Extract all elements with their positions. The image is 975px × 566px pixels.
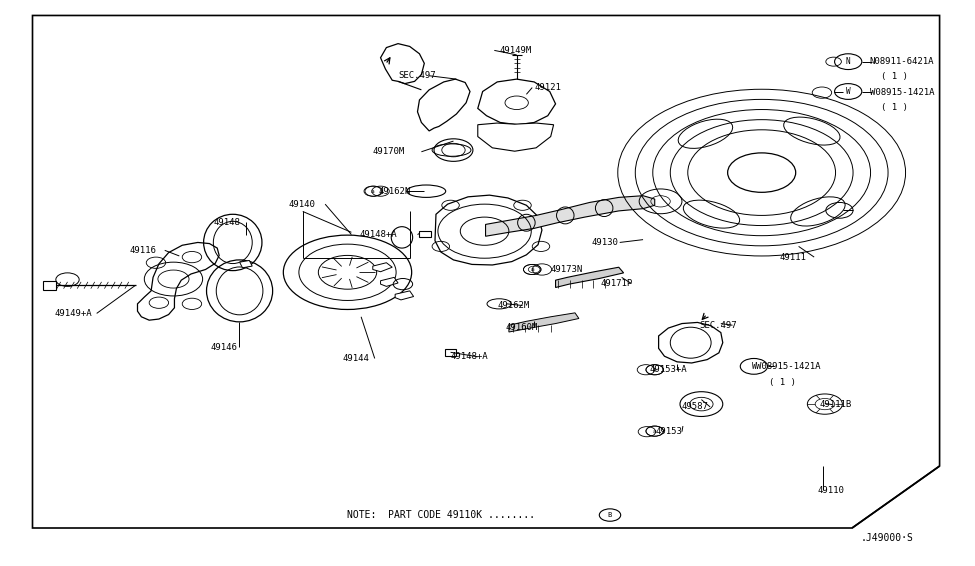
Text: W: W [846, 87, 850, 96]
Text: 49162M: 49162M [497, 301, 529, 310]
Text: 49153+A: 49153+A [650, 365, 687, 374]
Text: W08915-1421A: W08915-1421A [756, 362, 820, 371]
Text: 49148: 49148 [214, 218, 240, 226]
Polygon shape [556, 267, 624, 288]
Text: ( 1 ): ( 1 ) [881, 104, 908, 112]
Text: 49170M: 49170M [372, 147, 405, 156]
Polygon shape [486, 196, 655, 236]
Polygon shape [240, 260, 253, 268]
Polygon shape [32, 15, 940, 528]
Polygon shape [435, 195, 542, 265]
Text: .J49000·S: .J49000·S [861, 533, 914, 543]
Polygon shape [445, 349, 456, 355]
Text: 49144: 49144 [342, 354, 370, 363]
Text: 49110: 49110 [817, 486, 844, 495]
Polygon shape [137, 242, 219, 320]
Text: 49149M: 49149M [499, 46, 531, 55]
Polygon shape [658, 323, 722, 363]
Text: a: a [653, 367, 656, 372]
Polygon shape [478, 123, 554, 151]
Polygon shape [380, 277, 398, 286]
Text: 49111B: 49111B [819, 400, 851, 409]
Text: W: W [752, 362, 757, 371]
Polygon shape [419, 230, 431, 237]
Text: 49162N: 49162N [378, 187, 410, 196]
Text: a: a [653, 428, 656, 434]
Text: a: a [370, 188, 374, 194]
Text: 49173N: 49173N [551, 265, 583, 274]
Text: 49148+A: 49148+A [359, 230, 397, 239]
Text: SEC.497: SEC.497 [699, 321, 737, 330]
Text: W08915-1421A: W08915-1421A [870, 88, 934, 97]
Text: 49140: 49140 [289, 200, 315, 209]
Text: B: B [607, 512, 612, 518]
Polygon shape [509, 313, 579, 332]
Text: N08911-6421A: N08911-6421A [870, 57, 934, 66]
Text: 49587: 49587 [682, 402, 709, 411]
Text: a: a [530, 267, 534, 272]
Polygon shape [395, 291, 413, 300]
Text: 49153: 49153 [656, 427, 682, 436]
Text: N: N [846, 57, 850, 66]
Text: 49111: 49111 [779, 252, 806, 261]
Text: SEC.497: SEC.497 [398, 71, 436, 80]
Text: 49149+A: 49149+A [55, 309, 93, 318]
Text: 49148+A: 49148+A [450, 352, 488, 361]
Polygon shape [372, 263, 392, 272]
Polygon shape [43, 281, 56, 290]
Text: ( 1 ): ( 1 ) [769, 378, 797, 387]
Text: 49130: 49130 [592, 238, 618, 247]
Text: 49116: 49116 [130, 246, 157, 255]
Text: 49171P: 49171P [601, 279, 633, 288]
Polygon shape [380, 44, 424, 84]
Text: ( 1 ): ( 1 ) [881, 72, 908, 82]
Polygon shape [478, 79, 556, 125]
Text: NOTE:  PART CODE 49110K ........: NOTE: PART CODE 49110K ........ [346, 510, 534, 520]
Text: 49121: 49121 [534, 83, 561, 92]
Text: 49160M: 49160M [506, 323, 538, 332]
Text: 49146: 49146 [211, 342, 237, 351]
Polygon shape [417, 79, 470, 131]
